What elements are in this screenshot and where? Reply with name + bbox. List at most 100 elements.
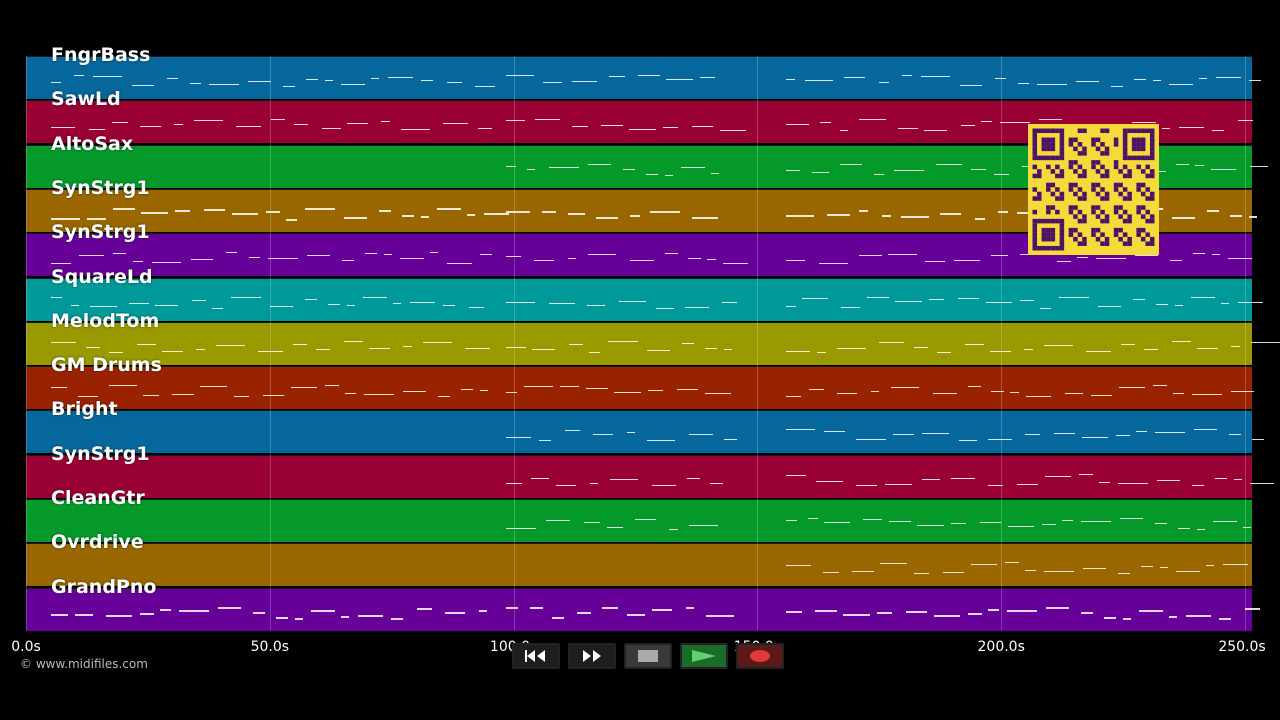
note [253, 611, 265, 614]
note [1133, 298, 1145, 300]
note [51, 296, 62, 298]
note [951, 477, 975, 479]
note [174, 124, 183, 126]
note [677, 389, 698, 391]
note [1172, 340, 1191, 342]
note [1096, 258, 1126, 260]
note [447, 82, 462, 83]
note [705, 393, 731, 395]
qr-code [1028, 124, 1159, 255]
note [840, 130, 848, 132]
note [87, 217, 106, 220]
rewind-button[interactable] [512, 643, 560, 669]
note [940, 212, 961, 215]
note [1215, 477, 1227, 479]
note [971, 168, 986, 170]
note [827, 213, 850, 216]
note [1162, 128, 1170, 130]
note [1169, 84, 1193, 85]
play-button[interactable] [680, 643, 728, 669]
note [981, 121, 992, 123]
note [539, 440, 551, 442]
note [1238, 120, 1253, 122]
note [880, 563, 907, 565]
note [506, 392, 517, 394]
track-label: GrandPno [51, 575, 157, 598]
note [552, 616, 564, 619]
note [1251, 341, 1280, 343]
note [590, 482, 598, 484]
note [51, 82, 61, 83]
note [1039, 119, 1062, 121]
note [1099, 481, 1110, 483]
note [113, 207, 135, 210]
track-label: CleanGtr [51, 487, 145, 509]
note [467, 213, 475, 216]
note [400, 258, 424, 260]
note [506, 75, 534, 76]
note [248, 81, 271, 82]
note [1120, 518, 1143, 519]
note [687, 477, 700, 479]
note [1144, 348, 1158, 350]
note [1018, 83, 1029, 84]
note [74, 75, 84, 76]
note [656, 307, 674, 309]
note [480, 390, 488, 392]
note [1178, 528, 1190, 529]
note [365, 253, 377, 255]
note [1046, 606, 1069, 609]
note [1116, 435, 1130, 437]
note [129, 302, 149, 304]
note [786, 79, 795, 80]
gridline [513, 56, 515, 630]
track-label: FngrBass [51, 44, 151, 66]
note [914, 346, 928, 348]
note [1252, 439, 1264, 441]
note [1249, 80, 1261, 81]
note [933, 393, 957, 395]
gridline [26, 56, 27, 630]
note [565, 430, 580, 432]
note [1191, 296, 1215, 298]
note [584, 522, 600, 523]
note [546, 520, 570, 521]
note [1025, 434, 1040, 436]
stop-button[interactable] [624, 643, 672, 669]
note [417, 607, 432, 610]
note [816, 480, 843, 482]
note [786, 305, 796, 307]
track-band [26, 587, 1260, 631]
play-icon [692, 650, 716, 662]
record-button[interactable] [736, 643, 784, 669]
note [445, 611, 465, 614]
note [988, 439, 1012, 441]
note [859, 255, 882, 257]
note [786, 520, 797, 521]
note [1194, 429, 1217, 431]
note [1160, 567, 1168, 569]
note [484, 212, 509, 215]
note [266, 210, 280, 213]
note [1245, 607, 1260, 610]
note [316, 348, 330, 350]
note [991, 255, 1008, 257]
note [133, 261, 143, 263]
qr-code-icon [1032, 128, 1155, 251]
note [347, 123, 368, 125]
note [141, 211, 168, 214]
note [524, 386, 553, 388]
note [888, 254, 917, 256]
track-label: SynStrg1 [51, 176, 150, 199]
note [824, 431, 845, 433]
note [1243, 527, 1251, 528]
fast-forward-button[interactable] [568, 643, 616, 669]
note [109, 385, 137, 387]
note [650, 210, 680, 213]
note [391, 617, 403, 620]
track-label: SynStrg1 [51, 442, 150, 465]
note [568, 258, 576, 260]
note [306, 79, 318, 80]
note [988, 608, 999, 611]
note [840, 163, 862, 165]
